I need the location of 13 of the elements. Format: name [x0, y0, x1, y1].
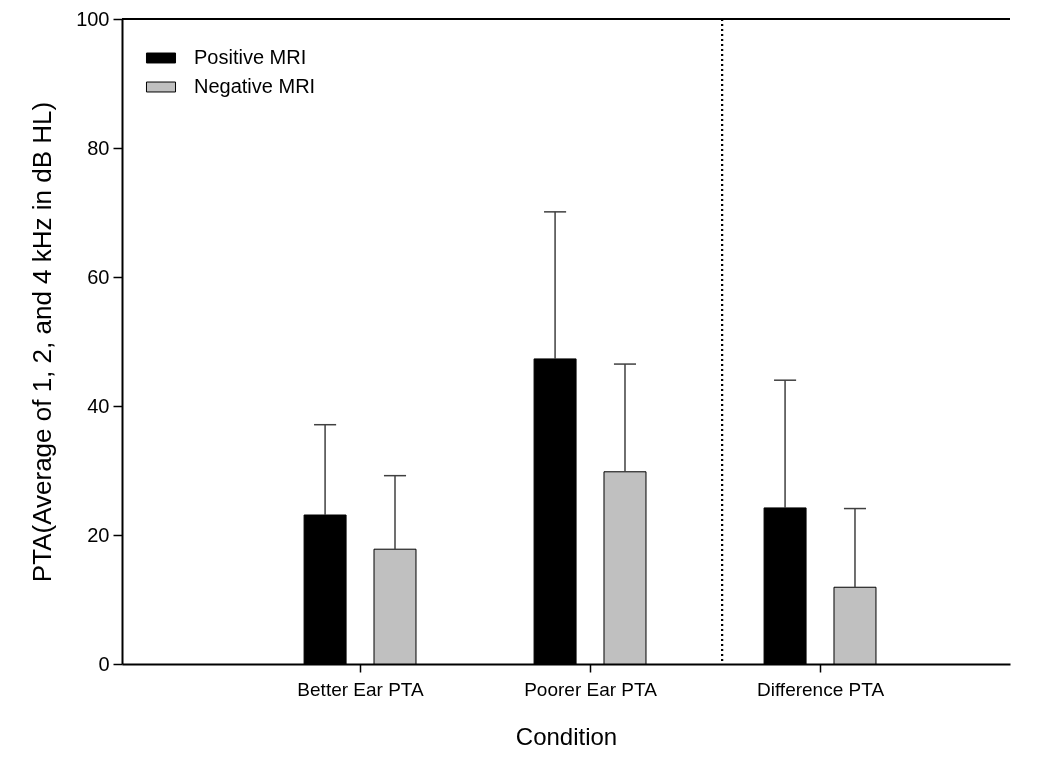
y-tick-label: 80	[87, 136, 110, 159]
legend-label: Negative MRI	[194, 75, 316, 97]
y-axis-title: PTA(Average of 1, 2, and 4 kHz in dB HL)	[27, 101, 58, 583]
y-tick-label: 20	[87, 523, 110, 546]
x-axis-title: Condition	[515, 722, 618, 750]
y-tick-label: 60	[87, 265, 110, 288]
y-tick-label: 0	[98, 652, 110, 675]
y-tick-label: 100	[76, 7, 110, 30]
x-tick-label: Difference PTA	[756, 678, 885, 700]
x-tick-label: Better Ear PTA	[297, 678, 425, 700]
legend-label: Positive MRI	[194, 46, 307, 68]
x-tick-label: Poorer Ear PTA	[524, 678, 658, 700]
y-tick-label: 40	[87, 394, 110, 417]
